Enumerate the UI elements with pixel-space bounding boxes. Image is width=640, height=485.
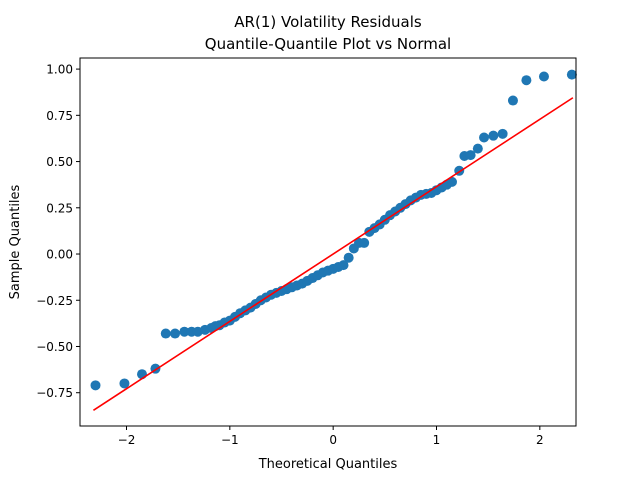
- data-point: [119, 378, 130, 389]
- plot-frame: [79, 57, 577, 427]
- data-point: [160, 328, 171, 339]
- data-point: [179, 326, 190, 337]
- data-point: [479, 132, 490, 143]
- y-tick-label: −0.25: [36, 294, 73, 308]
- data-point: [538, 71, 549, 82]
- y-tick-label: 0.75: [46, 109, 73, 123]
- data-point: [465, 150, 476, 161]
- data-point: [170, 328, 181, 339]
- data-point: [507, 95, 518, 106]
- chart-subtitle: Quantile-Quantile Plot vs Normal: [205, 35, 451, 53]
- data-point: [447, 176, 457, 187]
- y-tick-label: 1.00: [46, 63, 73, 77]
- y-tick-label: 0.00: [46, 248, 73, 262]
- x-tick-label: −1: [221, 433, 239, 447]
- y-tick-label: −0.75: [36, 386, 73, 400]
- data-point: [488, 130, 499, 141]
- data-point: [472, 143, 483, 154]
- data-point: [90, 380, 101, 391]
- x-tick-label: 2: [536, 433, 544, 447]
- x-axis-label: Theoretical Quantiles: [258, 457, 398, 472]
- data-point: [359, 237, 370, 248]
- x-tick-label: −2: [118, 433, 136, 447]
- chart-title: AR(1) Volatility Residuals: [234, 13, 422, 31]
- data-point: [338, 260, 349, 271]
- data-point: [521, 75, 532, 86]
- y-tick-label: −0.50: [36, 340, 73, 354]
- reference-line: [92, 97, 574, 411]
- data-point: [497, 128, 508, 139]
- data-point: [566, 69, 577, 80]
- y-tick-label: 0.50: [46, 155, 73, 169]
- y-tick-label: 0.25: [46, 201, 73, 215]
- x-tick-label: 1: [433, 433, 441, 447]
- y-axis-label: Sample Quantiles: [8, 184, 23, 299]
- x-tick-label: 0: [329, 433, 337, 447]
- data-point: [343, 252, 354, 263]
